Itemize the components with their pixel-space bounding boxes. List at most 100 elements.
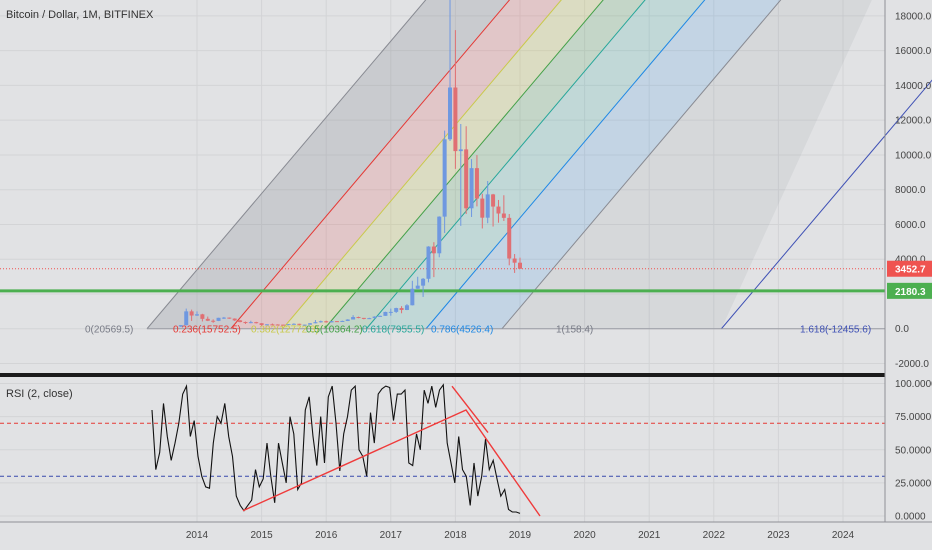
candle-body (221, 317, 226, 319)
year-label: 2018 (444, 530, 467, 541)
candle-body (184, 311, 189, 326)
year-label: 2014 (186, 530, 209, 541)
candle-body (275, 324, 280, 326)
candle-body (442, 139, 447, 217)
fib-band (366, 0, 705, 329)
year-label: 2017 (380, 530, 403, 541)
candle-body (469, 168, 474, 209)
fib-label: 0.236(15752.5) (173, 325, 241, 336)
candle-body (189, 311, 194, 316)
candle-body (205, 318, 210, 321)
rsi-tick-label: 25.0000 (895, 478, 932, 489)
rsi-pane-title: RSI (2, close) (6, 388, 73, 400)
candle-body (178, 325, 183, 327)
fib-line (366, 0, 646, 330)
candle-body (448, 87, 453, 140)
candles (178, 0, 522, 328)
candle-body (351, 317, 356, 320)
candle-body (518, 262, 522, 269)
fib-band (230, 0, 562, 329)
support-price-badge-bg (887, 282, 932, 299)
candle-body (480, 198, 485, 218)
candle-body (227, 317, 232, 319)
candle-body (313, 322, 318, 324)
candle-body (491, 194, 496, 207)
candle-body (464, 149, 469, 209)
candle-body (501, 213, 506, 218)
candle-body (324, 321, 329, 323)
candle-body (345, 319, 350, 321)
year-label: 2015 (250, 530, 273, 541)
candle-body (458, 149, 463, 152)
fib-label: 0.5(10364.2) (306, 325, 363, 336)
year-label: 2016 (315, 530, 338, 541)
candle-body (431, 246, 436, 254)
fib-label: 1(158.4) (556, 325, 593, 336)
candle-body (211, 320, 216, 322)
fib-band (502, 0, 872, 329)
price-tick-label: 10000.0 (895, 150, 932, 161)
candle-body (318, 321, 323, 323)
candle-body (270, 324, 275, 326)
price-tick-label: 12000.0 (895, 116, 932, 127)
price-tick-label: 14000.0 (895, 81, 932, 92)
price-tick-label: 4000.0 (895, 255, 926, 266)
price-tick-label: 18000.0 (895, 11, 932, 22)
candle-body (404, 305, 409, 310)
candle-body (512, 258, 517, 263)
fib-band (147, 0, 510, 329)
candle-body (238, 320, 243, 323)
price-tick-label: -2000.0 (895, 359, 929, 370)
candle-body (259, 323, 264, 325)
rsi-tick-label: 50.0000 (895, 445, 932, 456)
price-tick-label: 8000.0 (895, 185, 926, 196)
rsi-line (151, 383, 521, 514)
candle-body (356, 317, 361, 319)
year-label: 2021 (638, 530, 661, 541)
fib-label: 0.382(12772.3) (251, 325, 319, 336)
candle-body (297, 323, 302, 325)
fib-label: 1.618(-12455.6) (800, 325, 871, 336)
main-chart-title: Bitcoin / Dollar, 1M, BITFINEX (6, 9, 154, 21)
candle-body (421, 278, 426, 286)
year-label: 2023 (767, 530, 790, 541)
candle-body (496, 206, 501, 214)
candle-body (286, 324, 291, 326)
year-label: 2020 (573, 530, 596, 541)
rsi-tick-label: 75.0000 (895, 412, 932, 423)
candle-body (291, 323, 296, 325)
candle-body (485, 194, 490, 218)
rsi-trendline (242, 409, 541, 517)
candle-body (367, 318, 372, 320)
fib-band (426, 0, 781, 329)
candle-body (372, 316, 377, 319)
candle-body (248, 322, 253, 324)
candle-body (216, 317, 221, 321)
candle-body (200, 314, 205, 319)
candle-body (399, 308, 404, 310)
rsi-tick-label: 100.0000 (895, 379, 932, 390)
candle-body (415, 285, 420, 289)
support-price-badge: 2180.3 (895, 287, 926, 298)
fib-line (230, 0, 511, 330)
candle-body (232, 318, 237, 321)
candle-body (474, 168, 479, 199)
candle-body (334, 321, 339, 323)
rsi-tick-label: 0.0000 (895, 512, 926, 523)
candle-body (453, 87, 458, 152)
candle-body (437, 216, 442, 254)
fib-label: 0.786(4526.4) (431, 325, 493, 336)
candle-body (378, 315, 383, 317)
year-label: 2024 (832, 530, 855, 541)
current-price-badge: 3452.7 (895, 265, 926, 276)
candle-body (264, 324, 269, 326)
candle-body (388, 311, 393, 313)
year-label: 2019 (509, 530, 532, 541)
candle-body (383, 311, 388, 316)
candle-body (254, 322, 259, 324)
candle-body (394, 308, 399, 312)
candle-body (243, 322, 248, 324)
candle-body (329, 321, 334, 323)
